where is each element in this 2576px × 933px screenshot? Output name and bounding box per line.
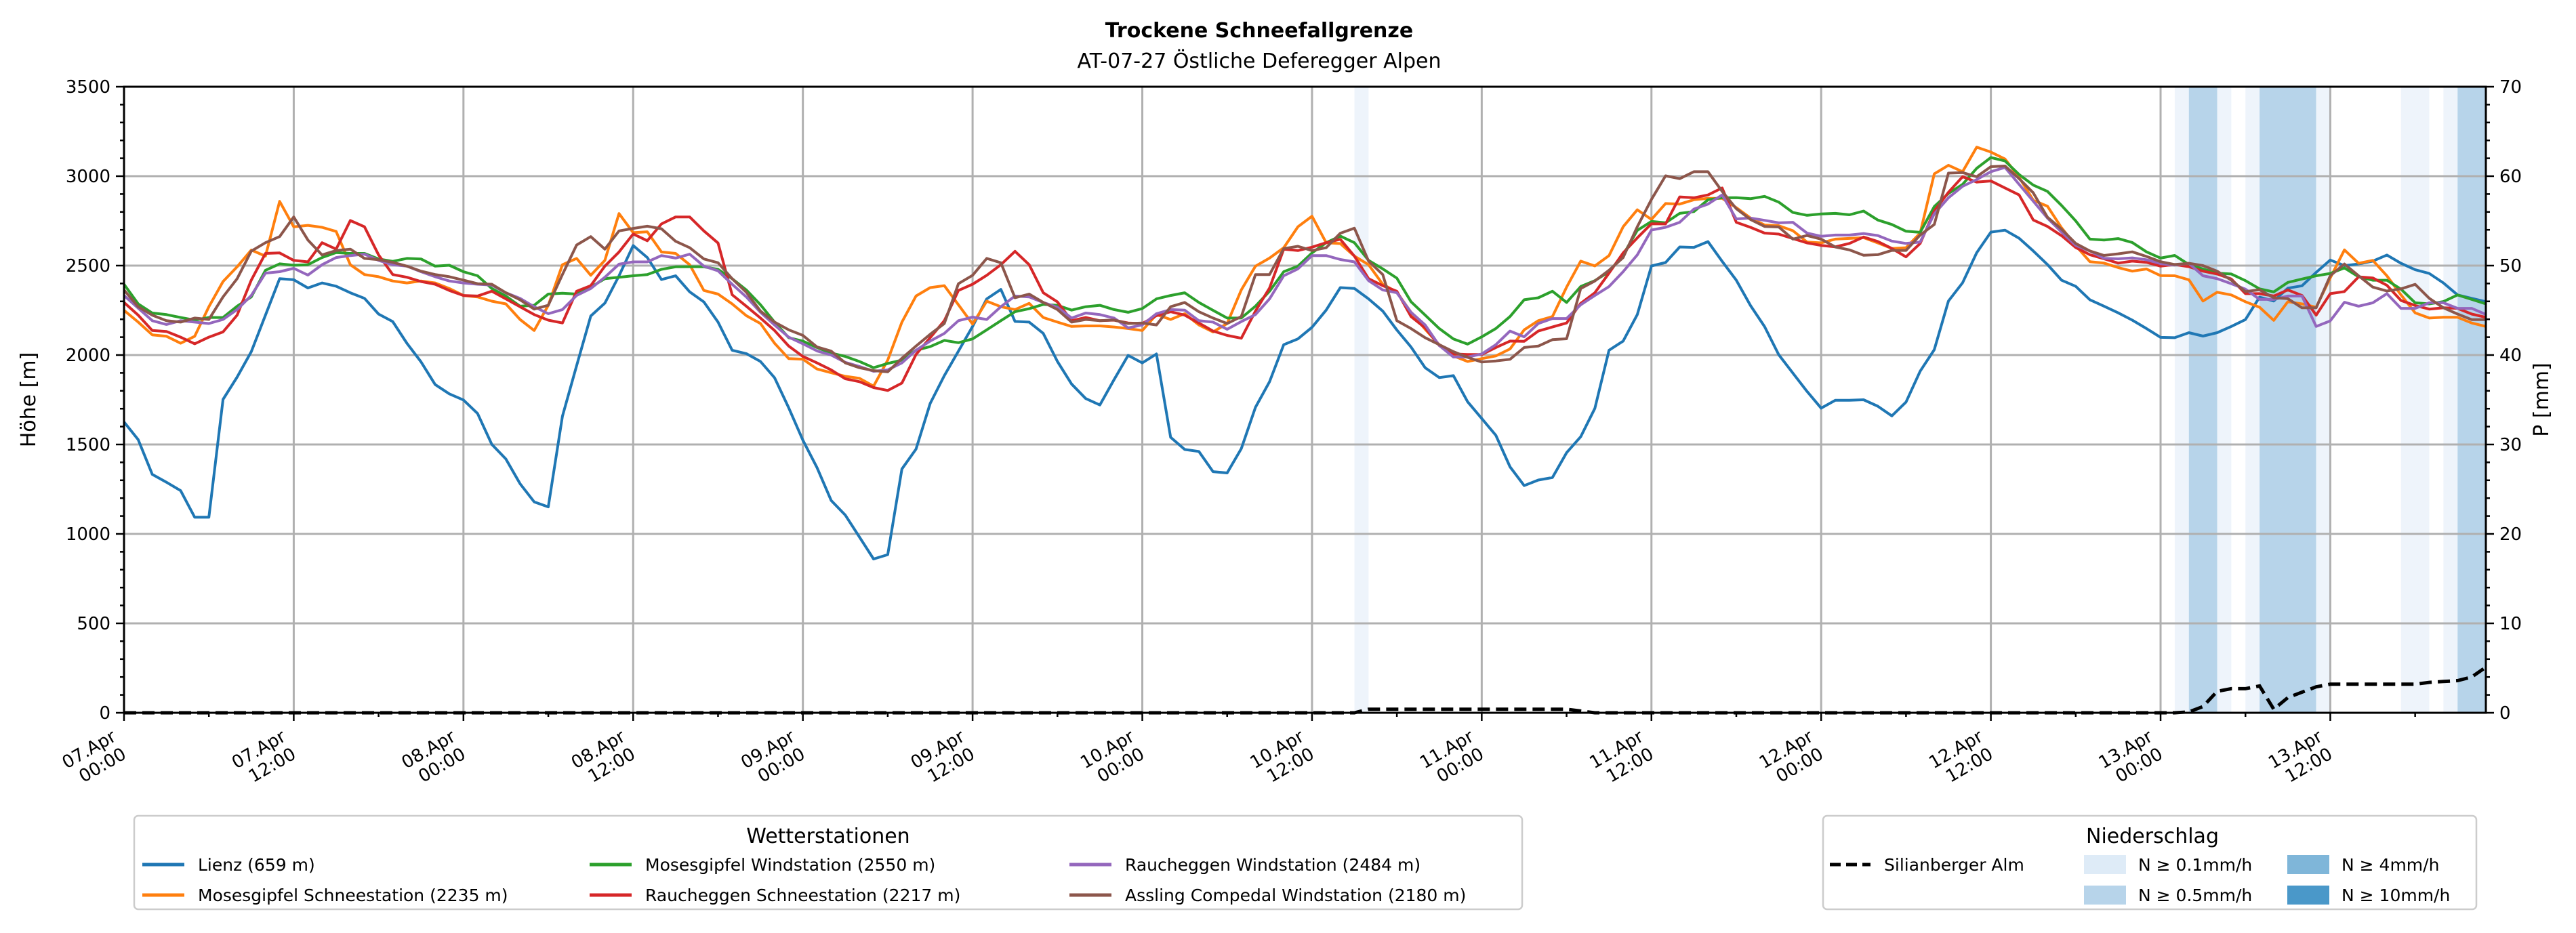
series-line bbox=[123, 228, 2487, 560]
legend-label: Raucheggen Windstation (2484 m) bbox=[1125, 855, 1420, 875]
legend-station-items: Lienz (659 m) Mosesgipfel Schneestation (… bbox=[142, 855, 1466, 905]
precip-band bbox=[2174, 87, 2189, 713]
y-tick-label-left: 2500 bbox=[66, 256, 110, 276]
legend-label: Assling Compedal Windstation (2180 m) bbox=[1125, 886, 1466, 905]
y-tick-label-left: 1000 bbox=[66, 524, 110, 545]
y-tick-label-right: 0 bbox=[2499, 703, 2511, 724]
legend-level-label: N ≥ 0.5mm/h bbox=[2138, 886, 2252, 905]
y-tick-label-right: 40 bbox=[2499, 346, 2522, 366]
precipitation-bands bbox=[1354, 87, 2486, 713]
precip-band bbox=[2316, 87, 2331, 713]
y-tick-label-left: 3500 bbox=[66, 77, 110, 98]
legend-level-label: N ≥ 0.1mm/h bbox=[2138, 855, 2252, 875]
precip-band bbox=[2245, 87, 2260, 713]
legend-precip-line-label: Silianberger Alm bbox=[1884, 855, 2024, 875]
precip-band bbox=[2457, 87, 2486, 713]
legend-precipitation-title: Niederschlag bbox=[2086, 825, 2219, 848]
precip-band bbox=[2400, 87, 2430, 713]
y-tick-label-left: 3000 bbox=[66, 167, 110, 187]
legend-stations-title: Wetterstationen bbox=[746, 825, 909, 848]
legend-stations-frame bbox=[133, 814, 1524, 911]
legend-precipitation: Niederschlag Silianberger Alm N ≥ 0.1mm/… bbox=[1822, 814, 2478, 911]
legend-level-swatch bbox=[2287, 886, 2329, 905]
precip-band bbox=[2260, 87, 2316, 713]
legend-precip-level-items: N ≥ 0.1mm/h N ≥ 0.5mm/h N ≥ 4mm/h N ≥ 10mm/… bbox=[2084, 855, 2450, 905]
chart-subtitle: AT-07-27 Östliche Deferegger Alpen bbox=[1078, 49, 1442, 73]
legend-level-swatch bbox=[2084, 886, 2126, 905]
legend-stations: Wetterstationen Lienz (659 m) Mosesgipfel… bbox=[133, 814, 1524, 911]
y-tick-label-right: 10 bbox=[2499, 614, 2522, 634]
precip-band bbox=[2188, 87, 2217, 713]
chart-title: Trockene Schneefallgrenze bbox=[1105, 19, 1413, 43]
y-tick-label-left: 0 bbox=[99, 703, 110, 724]
legend-level-swatch bbox=[2287, 855, 2329, 874]
legend-level-label: N ≥ 10mm/h bbox=[2342, 886, 2450, 905]
y-tick-label-right: 50 bbox=[2499, 256, 2522, 276]
y-tick-label-right: 30 bbox=[2499, 435, 2522, 455]
series-line bbox=[123, 165, 2486, 373]
y-tick-label-right: 60 bbox=[2499, 167, 2522, 187]
precip-band bbox=[2217, 87, 2232, 713]
precipitation-line bbox=[124, 665, 2487, 715]
plot-frame bbox=[123, 85, 2487, 714]
legend-label: Lienz (659 m) bbox=[198, 855, 315, 875]
legend-label: Mosesgipfel Windstation (2550 m) bbox=[645, 855, 935, 875]
y-axis-label-left: Höhe [m] bbox=[17, 352, 41, 448]
legend-level-swatch bbox=[2084, 855, 2126, 874]
y-tick-label-right: 70 bbox=[2499, 77, 2522, 98]
legend-level-label: N ≥ 4mm/h bbox=[2342, 855, 2439, 875]
legend-label: Mosesgipfel Schneestation (2235 m) bbox=[198, 886, 508, 905]
y-tick-label-left: 500 bbox=[77, 614, 110, 634]
y-tick-label-right: 20 bbox=[2499, 524, 2522, 545]
station-lines bbox=[123, 146, 2487, 560]
precip-dashed-line bbox=[124, 665, 2487, 715]
series-line bbox=[123, 166, 2487, 373]
axes: 0 500 1000 1500 2000 2500 3000 3500 0 10 20 30 40 50 6… bbox=[66, 77, 2522, 724]
y-tick-label-left: 1500 bbox=[66, 435, 110, 455]
grid-lines bbox=[124, 87, 2486, 713]
y-tick-label-left: 2000 bbox=[66, 346, 110, 366]
precip-band bbox=[1354, 87, 1369, 713]
series-line bbox=[123, 146, 2487, 388]
legend-label: Raucheggen Schneestation (2217 m) bbox=[645, 886, 960, 905]
y-axis-label-right: P [mm] bbox=[2530, 362, 2554, 436]
precip-band bbox=[2443, 87, 2458, 713]
